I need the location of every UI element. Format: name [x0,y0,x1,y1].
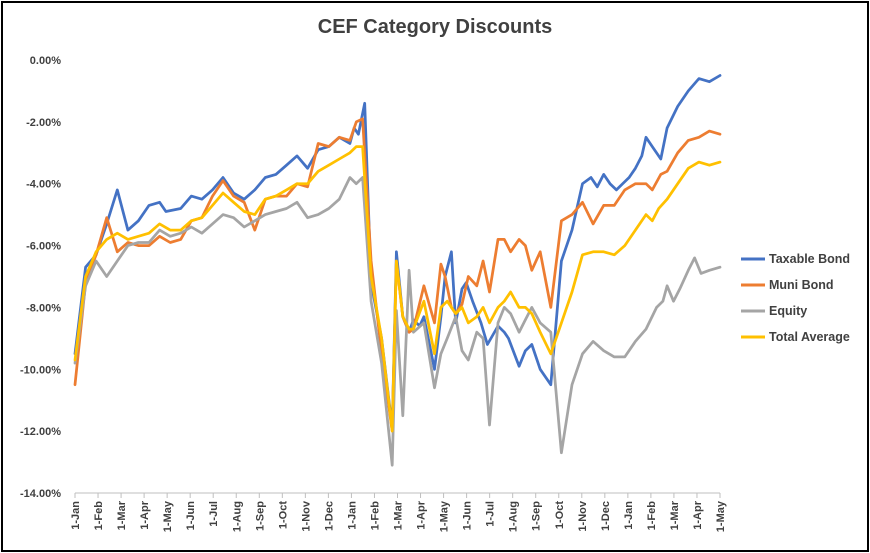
x-tick-label: 1-Feb [646,501,658,531]
legend-label-total-average: Total Average [769,330,850,344]
legend-label-equity: Equity [769,304,807,318]
x-tick-label: 1-Mar [393,500,405,530]
x-tick-label: 1-Oct [554,501,566,529]
x-tick-label: 1-May [715,500,727,532]
y-tick-label: -10.00% [20,364,61,376]
x-tick-label: 1-Nov [577,500,589,531]
legend-label-muni-bond: Muni Bond [769,278,834,292]
x-tick-label: 1-Aug [231,501,243,532]
x-tick-label: 1-Oct [277,501,289,529]
x-tick-label: 1-Jun [185,501,197,531]
x-tick-label: 1-Jan [346,501,358,530]
x-tick-label: 1-May [162,500,174,532]
y-tick-label: 0.00% [30,55,61,67]
y-tick-label: -12.00% [20,426,61,438]
legend-label-taxable-bond: Taxable Bond [769,252,850,266]
x-tick-label: 1-Apr [692,500,704,529]
x-tick-label: 1-Nov [300,500,312,531]
x-tick-label: 1-Aug [508,501,520,532]
y-axis: 0.00% -2.00% -4.00% -6.00% -8.00% -10.00% -12.… [20,55,61,500]
x-tick-label: 1-Apr [139,500,151,529]
x-tick-label: 1-Mar [116,500,128,530]
series-layer [73,74,722,467]
series-line-total-average [73,145,722,433]
x-tick-label: 1-Jan [70,501,82,530]
x-tick-label: 1-Dec [323,501,335,531]
chart-title: CEF Category Discounts [317,16,553,38]
x-tick-label: 1-Jul [485,501,497,527]
y-tick-label: -8.00% [26,302,61,314]
x-tick-label: 1-Jun [462,501,474,531]
x-tick-label: 1-Feb [93,501,105,531]
legend: Taxable Bond Muni Bond Equity Total Average [741,252,850,344]
y-tick-label: -6.00% [26,241,61,253]
x-tick-label: 1-Sep [531,501,543,531]
x-tick-label: 1-Dec [600,501,612,531]
x-tick-label: 1-Sep [254,501,266,531]
y-tick-label: -2.00% [26,117,61,129]
series-line-equity [73,176,722,467]
x-tick-label: 1-Mar [669,500,681,530]
x-tick-label: 1-May [439,500,451,532]
x-tick-label: 1-Apr [416,500,428,529]
x-tick-label: 1-Feb [369,501,381,531]
y-tick-label: -14.00% [20,488,61,500]
y-tick-label: -4.00% [26,179,61,191]
x-tick-label: 1-Jul [208,501,220,527]
series-line-taxable-bond [73,74,722,430]
x-tick-label: 1-Jan [623,501,635,530]
x-axis: 1-Jan 1-Feb 1-Mar 1-Apr 1-May 1-Jun 1-Jul 1-Aug… [70,492,727,532]
